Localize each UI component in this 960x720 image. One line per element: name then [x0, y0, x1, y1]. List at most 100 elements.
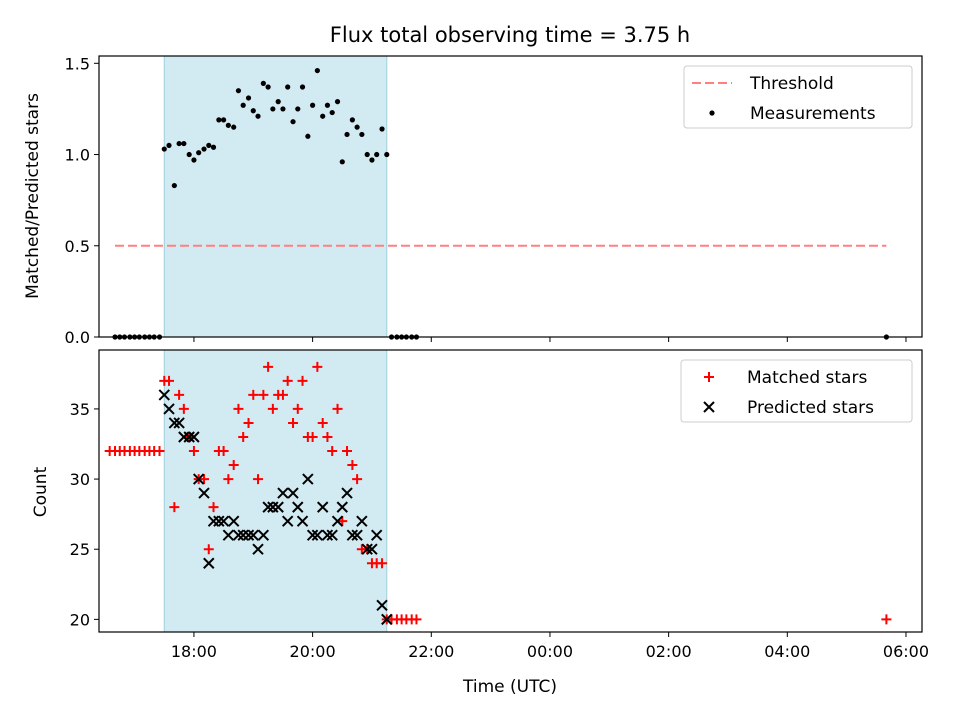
measurement-point	[320, 113, 326, 119]
matched-star-point	[288, 417, 299, 428]
measurement-point	[369, 157, 375, 163]
predicted-star-point	[287, 487, 299, 499]
measurement-point	[250, 108, 256, 114]
matched-star-point	[263, 361, 274, 372]
predicted-star-point	[247, 529, 259, 541]
x-tick-label: 00:00	[527, 642, 573, 661]
observing-window-shade	[163, 55, 388, 338]
matched-star-point	[169, 502, 180, 513]
matched-star-point	[411, 614, 422, 625]
matched-star-point	[881, 614, 892, 625]
matched-star-point	[218, 446, 229, 457]
matched-star-point	[253, 474, 264, 485]
y-tick-label: 1.5	[65, 54, 90, 73]
predicted-star-point	[213, 515, 225, 527]
predicted-star-point	[242, 529, 255, 541]
legend-label: Matched stars	[747, 368, 867, 388]
measurement-point	[255, 113, 261, 119]
measurement-point	[210, 144, 217, 150]
measurement-point	[349, 117, 355, 123]
matched-star-point	[243, 417, 254, 428]
measurement-point	[305, 133, 311, 139]
predicted-star-point	[306, 529, 319, 541]
legend-label: Predicted stars	[747, 398, 874, 418]
predicted-star-point	[296, 515, 309, 527]
predicted-star-point	[281, 515, 294, 527]
matched-star-point	[327, 446, 338, 457]
predicted-star-point	[292, 501, 304, 513]
x-tick-label: 04:00	[764, 642, 810, 661]
measurement-point	[191, 157, 197, 163]
matched-star-point	[208, 502, 219, 513]
predicted-star-point	[188, 431, 200, 443]
bottom-panel: 20 25 30 35 18:00 20:00 22:00 00:00 02:00 04:00 06…	[70, 349, 929, 661]
matched-star-point	[188, 446, 199, 457]
legend-handle-matched	[704, 372, 714, 382]
matched-star-point	[342, 446, 353, 457]
matched-star-point	[203, 544, 214, 555]
predicted-star-point	[158, 389, 170, 401]
measurement-point	[201, 146, 207, 152]
measurement-point	[344, 131, 350, 138]
x-tick-label: 22:00	[408, 642, 454, 661]
predicted-star-point	[272, 501, 284, 513]
predicted-star-point	[173, 417, 185, 429]
matched-star-point	[238, 431, 249, 442]
predicted-star-point	[302, 473, 314, 485]
legend-label: Measurements	[750, 104, 876, 124]
axes-frame	[98, 349, 923, 633]
measurement-point	[216, 117, 222, 123]
measurement-point	[324, 102, 331, 108]
measurement-point	[161, 146, 167, 152]
measurement-point	[275, 99, 281, 105]
predicted-star-point	[336, 501, 348, 513]
x-tick-label: 06:00	[883, 642, 929, 661]
predicted-star-point	[252, 543, 264, 555]
predicted-star-point	[326, 529, 338, 541]
observing-window-shade	[163, 349, 388, 633]
predicted-star-point	[331, 515, 344, 527]
x-tick-label: 18:00	[171, 642, 217, 661]
measurement-point	[295, 106, 301, 112]
predicted-star-point	[222, 529, 235, 541]
measurement-point	[245, 95, 252, 101]
predicted-star-point	[346, 529, 359, 541]
y-tick-label: 30	[70, 470, 90, 489]
measurement-point	[314, 67, 320, 74]
measurement-point	[310, 102, 316, 108]
predicted-star-point	[192, 473, 205, 485]
measurement-point	[270, 106, 276, 112]
matched-star-point	[154, 446, 165, 457]
legend-handle-predicted	[703, 401, 715, 413]
series-matched-stars	[104, 361, 892, 625]
matched-star-point	[307, 431, 318, 442]
matched-star-point	[312, 361, 323, 372]
predicted-star-point	[366, 543, 378, 555]
measurement-point	[364, 151, 370, 158]
measurement-point	[285, 84, 291, 90]
top-panel: 0.0 0.5 1.0 1.5 Threshold Measurements	[65, 54, 923, 347]
chart-title: Flux total observing time = 3.75 h	[330, 23, 690, 47]
matched-star-point	[223, 474, 234, 485]
legend-box	[683, 65, 913, 129]
matched-star-point	[377, 558, 388, 569]
measurement-point	[181, 140, 187, 147]
measurement-point	[260, 80, 266, 86]
measurement-point	[379, 126, 385, 132]
matched-star-point	[248, 389, 259, 400]
predicted-star-point	[277, 487, 289, 499]
measurement-point	[334, 99, 341, 105]
matched-star-point	[258, 389, 269, 400]
measurement-point	[240, 102, 246, 108]
measurement-point	[176, 140, 182, 147]
axes-frame	[98, 55, 923, 338]
matched-star-point	[322, 431, 333, 442]
measurement-point	[231, 124, 237, 130]
matched-star-point	[332, 403, 343, 414]
matched-star-point	[277, 389, 288, 400]
measurement-point	[171, 182, 177, 189]
matched-star-point	[199, 474, 210, 485]
legend: Threshold Measurements	[683, 65, 913, 129]
measurement-point	[339, 159, 345, 165]
measurement-point	[290, 119, 296, 125]
